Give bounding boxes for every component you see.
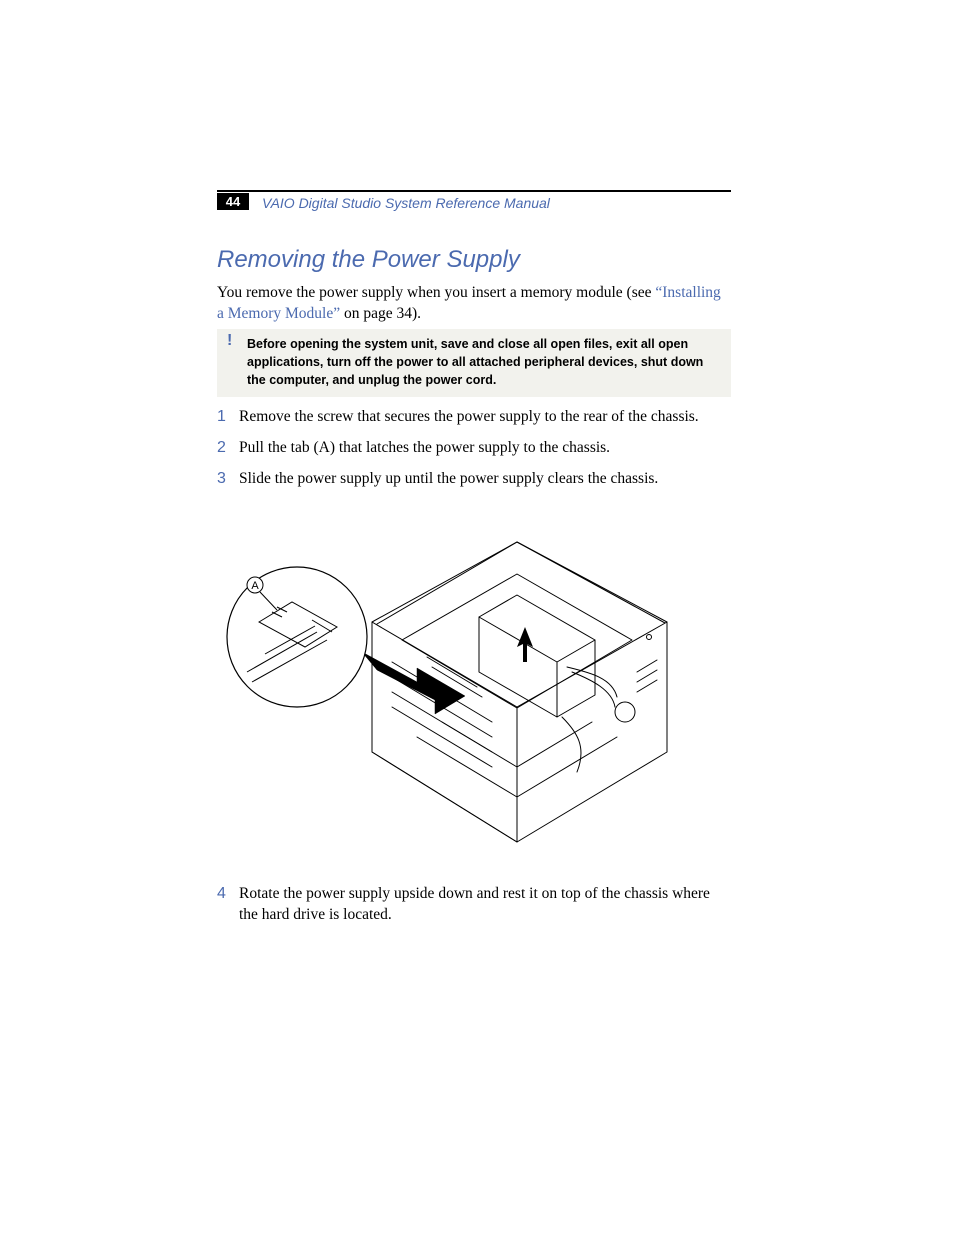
inset-label-a: A — [251, 580, 259, 592]
step-item: 3 Slide the power supply up until the po… — [217, 468, 731, 489]
page: 44 VAIO Digital Studio System Reference … — [0, 0, 954, 1235]
step-text: Pull the tab (A) that latches the power … — [239, 437, 731, 458]
step-item: 1 Remove the screw that secures the powe… — [217, 406, 731, 427]
step-number: 1 — [217, 406, 239, 427]
step-text: Slide the power supply up until the powe… — [239, 468, 731, 489]
page-number: 44 — [217, 193, 249, 210]
intro-paragraph: You remove the power supply when you ins… — [217, 282, 731, 324]
step-number: 4 — [217, 883, 239, 925]
intro-text-2: on page 34). — [340, 305, 421, 322]
step-text: Remove the screw that secures the power … — [239, 406, 731, 427]
intro-text-1: You remove the power supply when you ins… — [217, 284, 655, 301]
header-title: VAIO Digital Studio System Reference Man… — [262, 195, 550, 211]
step-list: 1 Remove the screw that secures the powe… — [217, 406, 731, 499]
header-rule — [217, 190, 731, 192]
chassis-illustration-svg: A — [217, 522, 731, 852]
warning-icon: ! — [227, 332, 232, 350]
warning-box: ! Before opening the system unit, save a… — [217, 329, 731, 397]
section-heading: Removing the Power Supply — [217, 246, 520, 274]
step-number: 2 — [217, 437, 239, 458]
warning-text: Before opening the system unit, save and… — [247, 337, 703, 387]
step-item: 2 Pull the tab (A) that latches the powe… — [217, 437, 731, 458]
figure-illustration: A — [217, 522, 731, 852]
step-text: Rotate the power supply upside down and … — [239, 883, 731, 925]
step-item: 4 Rotate the power supply upside down an… — [217, 883, 731, 925]
step-number: 3 — [217, 468, 239, 489]
